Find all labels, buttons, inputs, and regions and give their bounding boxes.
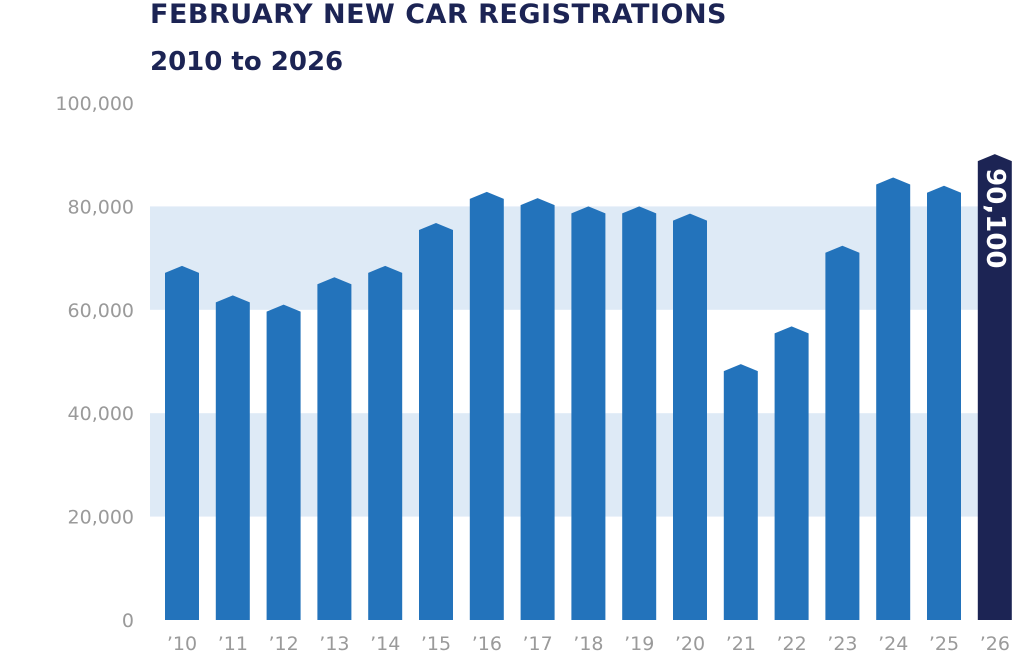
x-tick-label: ’26 [980, 633, 1010, 655]
y-tick-label: 100,000 [55, 93, 134, 115]
y-tick-label: 20,000 [68, 507, 134, 529]
x-tick-label: ’19 [624, 633, 654, 655]
y-axis: 0 20,000 40,000 60,000 80,000 100,000 [55, 93, 134, 632]
bar [774, 326, 809, 620]
bar [825, 245, 860, 620]
x-tick-label: ’23 [827, 633, 857, 655]
y-tick-label: 0 [122, 610, 134, 632]
bar [723, 364, 758, 620]
x-tick-label: ’10 [167, 633, 197, 655]
chart-subtitle: 2010 to 2026 [150, 47, 344, 77]
bar [673, 213, 707, 620]
x-tick-label: ’17 [522, 633, 552, 655]
bar [368, 265, 403, 620]
bar [876, 177, 911, 620]
x-tick-label: ’13 [319, 633, 349, 655]
bar [622, 206, 657, 620]
y-tick-label: 60,000 [68, 300, 134, 322]
x-tick-label: ’16 [472, 633, 502, 655]
x-tick-label: ’21 [726, 633, 756, 655]
y-tick-label: 40,000 [68, 403, 134, 425]
x-tick-label: ’18 [573, 633, 603, 655]
x-tick-label: ’14 [370, 633, 400, 655]
bar [469, 191, 504, 620]
x-axis: ’10 ’11 ’12 ’13 ’14 ’15 ’16 ’17 ’18 ’19 ’20 ’21 ’22 ’… [167, 633, 1010, 655]
bar-data-label: 90,100 [980, 168, 1010, 268]
bars: 90,100 [165, 154, 1012, 621]
bar [165, 265, 199, 620]
bar [927, 185, 961, 620]
y-tick-label: 80,000 [68, 196, 134, 218]
bar [215, 295, 250, 620]
bar [520, 198, 555, 621]
x-tick-label: ’25 [929, 633, 959, 655]
x-tick-label: ’15 [421, 633, 451, 655]
bar [266, 304, 301, 620]
x-tick-label: ’20 [675, 633, 705, 655]
x-tick-label: ’12 [268, 633, 298, 655]
x-tick-label: ’22 [776, 633, 806, 655]
x-tick-label: ’24 [878, 633, 908, 655]
bar [317, 277, 352, 620]
chart-title: FEBRUARY NEW CAR REGISTRATIONS [150, 0, 727, 30]
bar-highlight [977, 154, 1012, 621]
bar [571, 206, 606, 620]
bar [419, 222, 453, 620]
x-tick-label: ’11 [218, 633, 248, 655]
